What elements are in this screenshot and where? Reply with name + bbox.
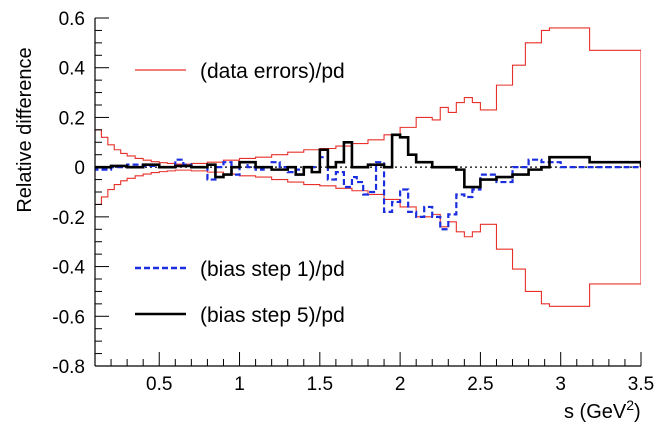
y-tick-label: -0.8 bbox=[52, 357, 85, 378]
y-tick-label: 0.4 bbox=[59, 59, 86, 80]
series-data-errors-lower-line bbox=[95, 167, 641, 307]
x-axis-title: s (GeV2) bbox=[564, 397, 641, 423]
y-tick-label: -0.2 bbox=[52, 208, 85, 229]
y-tick-label: 0 bbox=[74, 158, 85, 179]
legend-label-bias-step1: (bias step 1)/pd bbox=[200, 258, 345, 281]
x-tick-label: 3.5 bbox=[628, 374, 654, 395]
legend-label-data-errors: (data errors)/pd bbox=[200, 60, 345, 83]
legend: (data errors)/pd (bias step 1)/pd (bias st… bbox=[135, 60, 345, 327]
x-tick-label: 1 bbox=[234, 374, 245, 395]
series-bias-step1-line bbox=[95, 156, 641, 231]
legend-label-bias-step5: (bias step 5)/pd bbox=[200, 304, 345, 327]
y-tick-label: -0.4 bbox=[52, 258, 85, 279]
axes: 0.5 1 1.5 2 2.5 3 3.5 -0.8 -0.6 -0.4 -0.2 0 0.2 0.4 0.… bbox=[52, 9, 654, 395]
x-tick-label: 2.5 bbox=[467, 374, 493, 395]
x-tick-label: 3 bbox=[555, 374, 566, 395]
series-bias-step5-line bbox=[95, 133, 641, 189]
y-tick-label: 0.6 bbox=[59, 9, 85, 30]
y-tick-label: -0.6 bbox=[52, 307, 85, 328]
x-tick-label: 0.5 bbox=[146, 374, 172, 395]
series-data-errors-upper-line bbox=[95, 27, 641, 168]
y-tick-label: 0.2 bbox=[59, 108, 85, 129]
y-axis-title: Relative difference bbox=[14, 47, 36, 212]
plot-area bbox=[95, 27, 641, 307]
x-tick-label: 1.5 bbox=[307, 374, 333, 395]
x-tick-label: 2 bbox=[395, 374, 406, 395]
